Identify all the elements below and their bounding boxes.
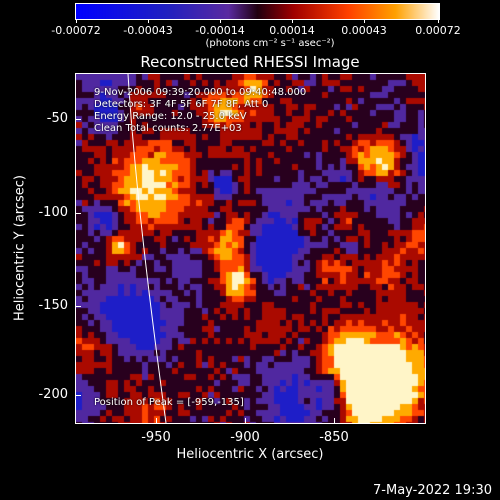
colorbar-tick (148, 19, 149, 23)
y-tick-label: -200 (38, 387, 68, 402)
solar-limb-line (127, 74, 167, 423)
colorbar (75, 3, 440, 20)
x-tick-mark (334, 418, 335, 424)
date-stamp: 7-May-2022 19:30 (373, 483, 492, 498)
image-plot (75, 73, 426, 424)
colorbar-tick (438, 19, 439, 23)
x-tick-label: -950 (141, 430, 171, 445)
clean-method-text: Clean Total counts: 2.77E+03 (94, 123, 242, 134)
colorbar-label: -0.00043 (123, 24, 173, 37)
peak-position-text: Position of Peak = [-959,-135] (94, 397, 244, 408)
x-tick-label: -900 (230, 430, 260, 445)
colorbar-tick (220, 19, 221, 23)
y-tick-mark (75, 395, 81, 396)
y-tick-mark (75, 119, 81, 120)
colorbar-label: 0.00043 (341, 24, 387, 37)
image-title: Reconstructed RHESSI Image (140, 53, 360, 71)
colorbar-label: 0.00014 (269, 24, 315, 37)
y-axis-label: Heliocentric Y (arcsec) (12, 175, 28, 321)
x-axis-label: Heliocentric X (arcsec) (176, 447, 324, 462)
colorbar-tick (292, 19, 293, 23)
x-tick-mark (245, 418, 246, 424)
y-tick-label: -50 (46, 111, 68, 126)
y-tick-mark (75, 306, 81, 307)
colorbar-tick (364, 19, 365, 23)
x-tick-mark (156, 418, 157, 424)
energy-range-text: Energy Range: 12.0 - 25.0 keV (94, 111, 247, 122)
time-range-text: 9-Nov-2006 09:39:20.000 to 09:40:48.000 (94, 87, 307, 98)
y-tick-label: -100 (38, 205, 68, 220)
rhessi-heatmap (76, 74, 425, 423)
colorbar-label: -0.00072 (51, 24, 101, 37)
colorbar-label: -0.00014 (195, 24, 245, 37)
y-tick-mark (75, 213, 81, 214)
colorbar-tick (76, 19, 77, 23)
y-tick-label: -150 (38, 298, 68, 313)
detectors-text: Detectors: 3F 4F 5F 6F 7F 8F, Att 0 (94, 99, 269, 110)
x-tick-label: -850 (319, 430, 349, 445)
colorbar-units: (photons cm⁻² s⁻¹ asec⁻²) (205, 38, 335, 49)
colorbar-label: 0.00072 (415, 24, 461, 37)
